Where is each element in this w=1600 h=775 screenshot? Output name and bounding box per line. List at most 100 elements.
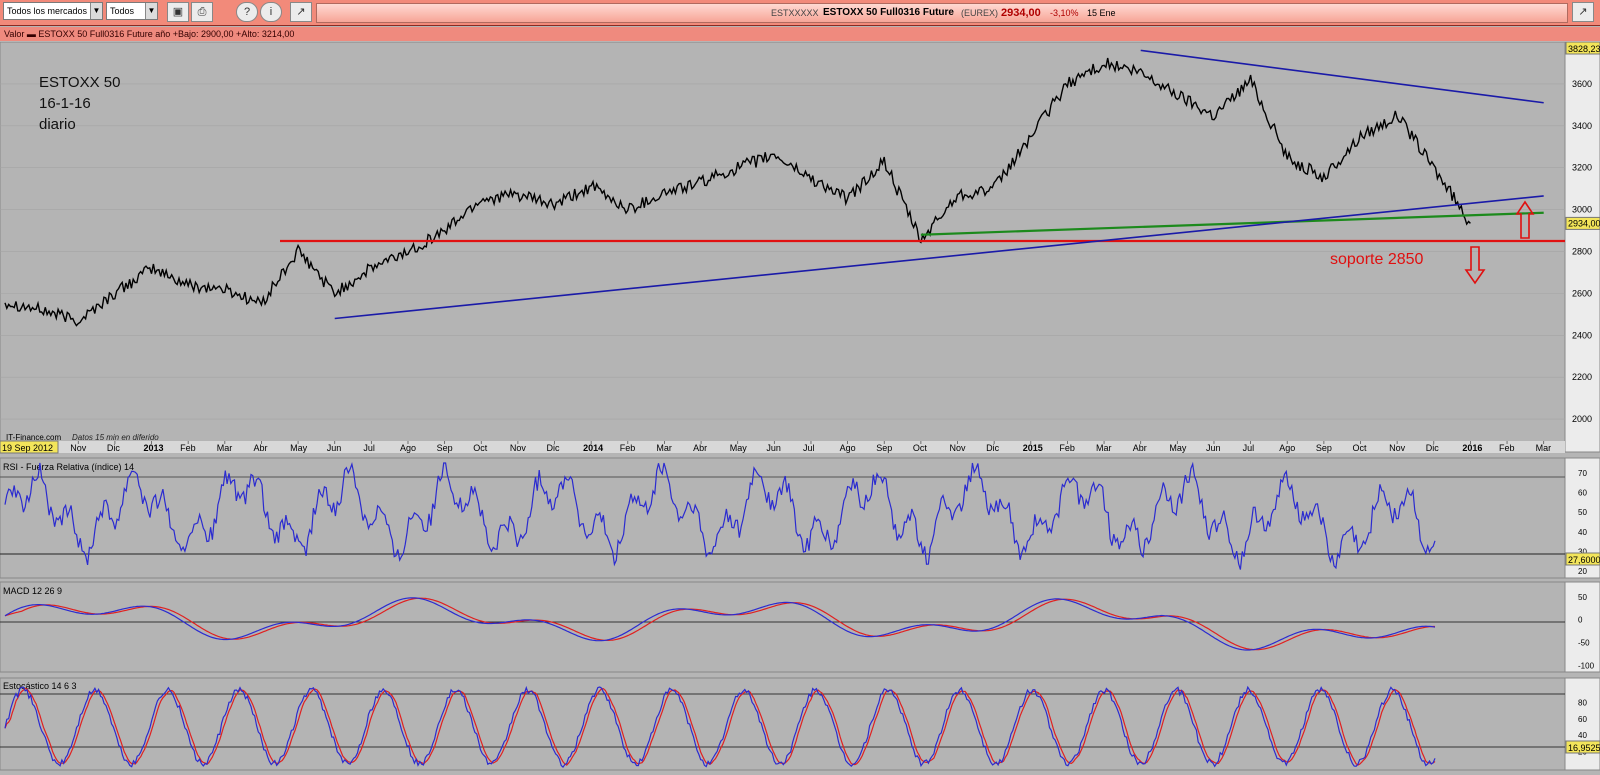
price-tick-label: 3600 [1572,79,1592,89]
price-gridlines [0,83,1565,420]
print-button[interactable]: ⎙ [191,2,213,22]
stoch-d-line [4,687,1436,766]
question-icon: ? [243,6,251,18]
time-tick-label: Mar [1536,443,1552,453]
time-tick-label: May [1169,443,1187,453]
macd-series-line [4,597,1436,651]
indicator-tick-label: 60 [1578,715,1587,724]
printer-icon: ⎙ [197,6,207,18]
type-select-value: Todos [110,6,135,16]
time-tick-label: Abr [253,443,267,453]
indicator-tick-label: -100 [1578,661,1595,670]
chart-icon: ↗ [296,6,306,18]
time-tick-label: Ago [840,443,856,453]
macd-axis-ticks: 50 0 -50 -100 [1578,593,1595,671]
macd-signal-line [4,597,1435,651]
type-select[interactable]: Todos ▼ [106,2,158,20]
price-tick-label: 2200 [1572,372,1592,382]
time-tick-label: Mar [1096,443,1112,453]
chevron-down-icon[interactable]: ▼ [90,3,102,19]
time-tick-label: 2015 [1023,443,1043,453]
time-tick-label: Ago [400,443,416,453]
time-tick-label: Jul [363,443,375,453]
time-tick-label: Nov [510,443,527,453]
chart-settings-button[interactable]: ↗ [1572,2,1594,22]
ticker-name: ESTOXX 50 Full0316 Future [823,7,954,18]
annotation-period: diario [39,116,76,133]
time-tick-label: Dic [547,443,560,453]
time-tick-label: Oct [1353,443,1368,453]
time-tick-label: Oct [913,443,928,453]
time-tick-label: Jun [327,443,342,453]
time-tick-label: Feb [1499,443,1515,453]
time-tick-label: Feb [1059,443,1075,453]
market-select[interactable]: Todos los mercados ▼ [3,2,103,20]
time-tick-label: Nov [1389,443,1406,453]
indicator-tick-label: 40 [1578,731,1587,740]
price-tick-label: 2400 [1572,330,1592,340]
rsi-label: RSI - Fuerza Relativa (índice) 14 [3,462,134,472]
chart-button[interactable]: ↗ [290,2,312,22]
macd-label: MACD 12 26 9 [3,586,62,596]
stoch-panel[interactable] [0,677,1566,771]
indicator-tick-label: 30 [1578,547,1587,556]
stoch-last-badge [1565,740,1600,754]
time-tick-label: Jun [766,443,781,453]
line-chart-icon: ↗ [1578,6,1588,18]
chart-svg[interactable]: 3600 3400 3200 3000 2800 2600 2400 2200 2000 Nov… [0,42,1600,772]
toolbar: Todos los mercados ▼ Todos ▼ ▣ ⎙ ? i ↗ E… [0,0,1600,26]
ticker-change: -3,10% [1050,8,1079,18]
ticker-time: 15 Ene [1087,8,1116,18]
info-icon: i [269,6,273,18]
indicator-tick-label: 40 [1578,528,1587,537]
time-tick-label: Mar [217,443,233,453]
annotation-title: ESTOXX 50 [39,74,120,91]
price-panel[interactable] [0,42,1566,453]
up-arrow-icon [1515,200,1535,239]
time-tick-label: Sep [876,443,892,453]
indicator-tick-label: 0 [1578,616,1583,625]
green-support-line [920,211,1544,236]
time-tick-label: 2013 [144,443,164,453]
top-price-badge [1565,42,1600,55]
last-price-badge [1565,216,1600,230]
blue-uptrend-line [334,195,1544,320]
source-delay-note: Datos 15 min en diferido [72,433,159,442]
help-button[interactable]: ? [236,2,258,22]
rsi-last-badge-text: 27,6000 [1568,555,1600,565]
price-axis-panel [1564,42,1600,453]
time-axis-panel [0,441,1565,453]
annotation-date: 16-1-16 [39,95,91,112]
indicator-tick-label: 60 [1578,488,1587,497]
info-button[interactable]: i [260,2,282,22]
down-arrow-icon [1464,246,1486,285]
price-tick-label: 2000 [1572,414,1592,424]
time-tick-label: May [730,443,748,453]
top-price-badge-text: 3828,23 [1568,44,1600,54]
indicator-tick-label: 50 [1578,593,1587,602]
support-label: soporte 2850 [1330,251,1424,268]
macd-panel[interactable] [0,581,1566,673]
time-tick-label: 2016 [1462,443,1482,453]
stoch-axis-panel [1564,677,1600,771]
last-price-badge-text: 2934,00 [1568,218,1600,228]
stoch-label: Estocástico 14 6 3 [3,681,77,691]
market-select-value: Todos los mercados [7,6,88,16]
price-tick-label: 3000 [1572,205,1592,215]
time-tick-label: Nov [950,443,967,453]
time-tick-label: 2014 [583,443,603,453]
chevron-down-icon[interactable]: ▼ [145,3,157,19]
time-tick-label: Dic [107,443,120,453]
time-tick-label: Nov [70,443,87,453]
time-tick-label: Abr [693,443,707,453]
chart-info-bar: Valor ▬ ESTOXX 50 Full0316 Future año +B… [0,27,1600,41]
indicator-tick-label: -50 [1578,639,1590,648]
time-tick-label: Feb [180,443,196,453]
save-button[interactable]: ▣ [167,2,189,22]
price-series-line [4,57,1471,327]
stoch-last-badge-text: 16,9525 [1568,743,1600,753]
time-tick-label: Sep [1316,443,1332,453]
rsi-axis-ticks: 70 60 50 40 30 20 [1578,469,1587,576]
indicator-tick-label: 80 [1578,698,1587,707]
indicator-tick-label: 20 [1578,567,1587,576]
